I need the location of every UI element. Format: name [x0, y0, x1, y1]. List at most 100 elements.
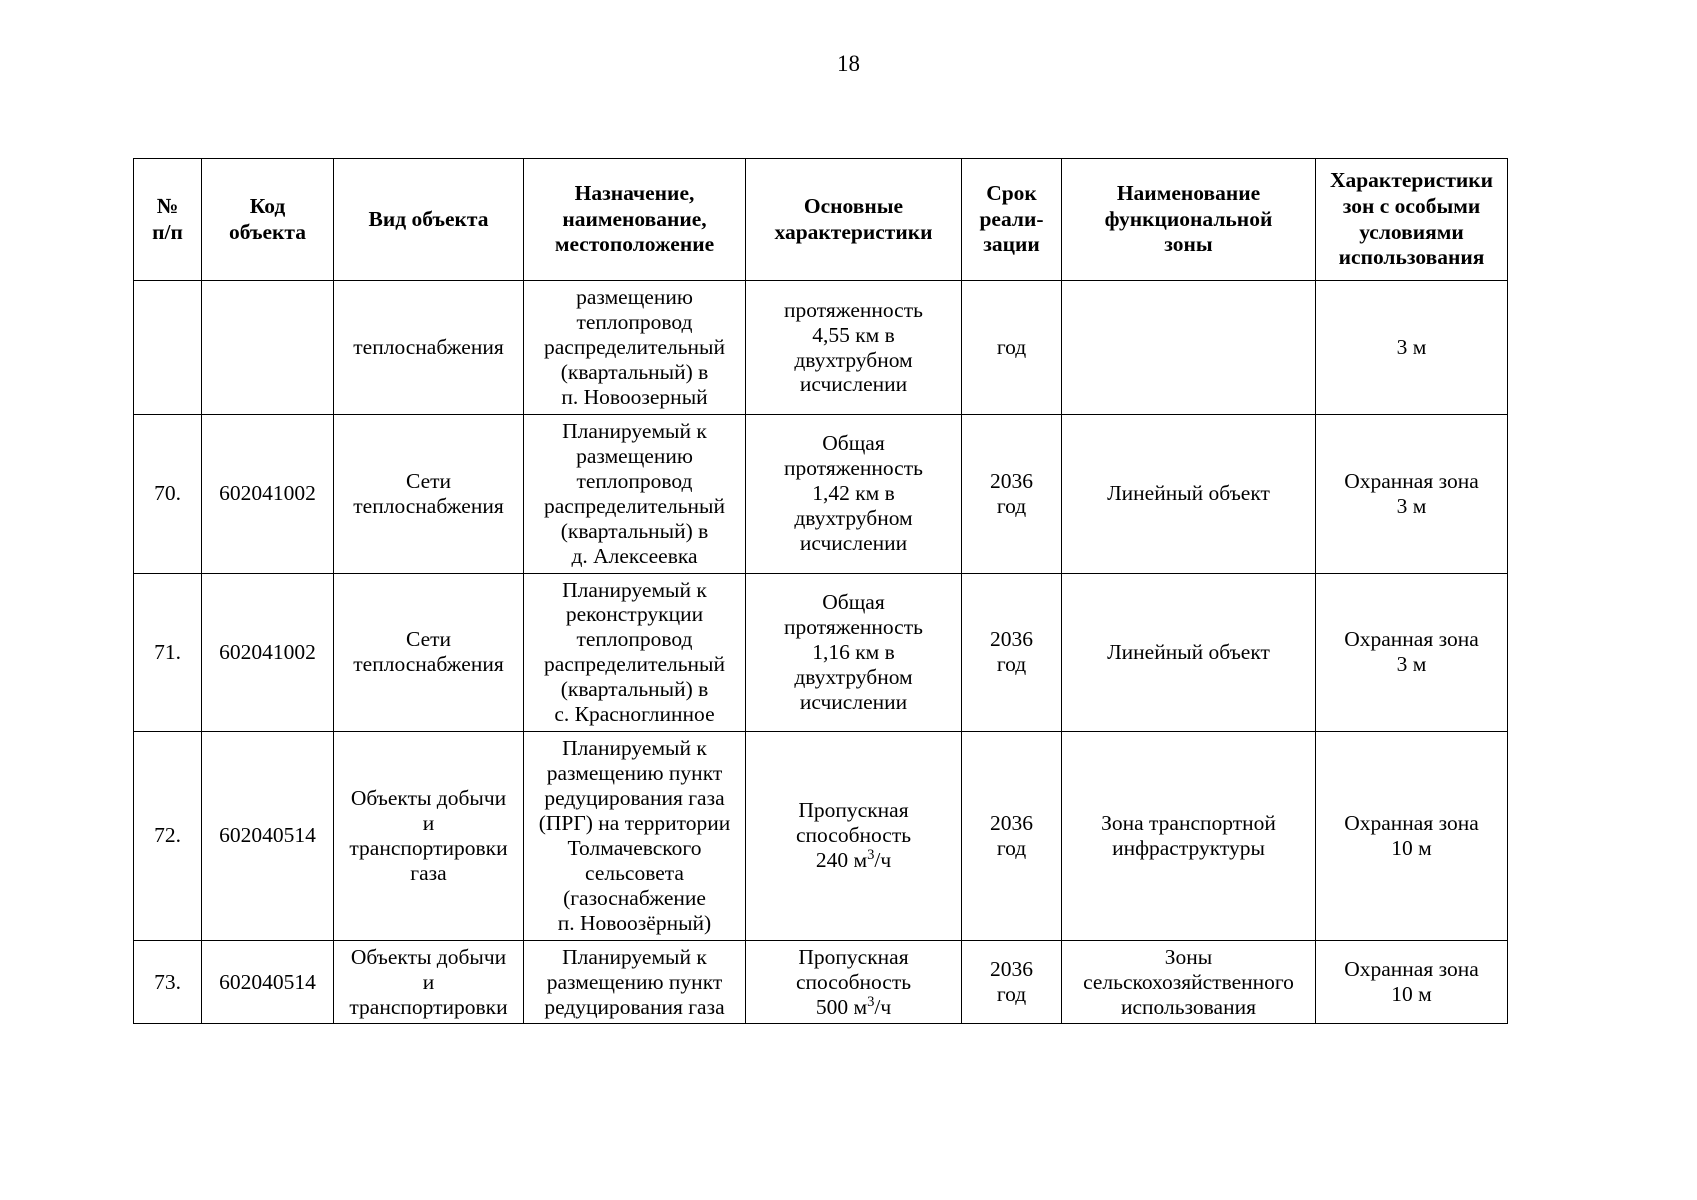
- cell-line: (квартальный) в: [560, 518, 709, 543]
- column-header-line: Код: [249, 193, 286, 218]
- table-row: 72. 602040514 Объекты добычи и транспортиров…: [133, 731, 1508, 941]
- cell-term: 2036 год: [961, 572, 1062, 733]
- cell-line: инфраструктуры: [1112, 835, 1265, 860]
- column-header-line: условиями: [1359, 219, 1464, 244]
- cell-line: протяженность: [784, 297, 923, 322]
- cell-line: Общая: [822, 589, 885, 614]
- cell-kind: Сети теплоснабжения: [333, 572, 524, 733]
- cell-line: Пропускная: [798, 944, 909, 969]
- cell-line: 2036: [990, 468, 1033, 493]
- cell-line: и: [422, 810, 435, 835]
- column-header-term: Срок реали-зации: [961, 157, 1062, 282]
- column-header-line: использования: [1338, 245, 1485, 270]
- cell-line: теплопровод: [576, 310, 693, 335]
- table-row: 70. 602041002 Сети теплоснабжения Планируемы…: [133, 413, 1508, 574]
- cell-line: 602041002: [219, 639, 316, 664]
- cell-line: исчислении: [799, 372, 908, 397]
- column-header-line: характеристики: [774, 219, 933, 244]
- cell-code: 602041002: [201, 572, 334, 733]
- cell-restriction: Охранная зона 10 м: [1315, 939, 1508, 1025]
- column-header-purpose: Назначение, наименование, местоположение: [523, 157, 746, 282]
- cell-line: 602040514: [219, 969, 316, 994]
- cell-line: сельскохозяйственного: [1083, 969, 1294, 994]
- cell-line: 72.: [154, 823, 181, 848]
- cell-line: 3 м: [1396, 652, 1427, 677]
- cell-term: год: [961, 280, 1062, 415]
- table-row: 71. 602041002 Сети теплоснабжения Планируемы…: [133, 572, 1508, 733]
- cell-line: Объекты добычи: [350, 786, 507, 810]
- cell-line: 1,42 км в: [812, 481, 895, 506]
- cell-purpose: размещению теплопровод распределительный (к…: [523, 280, 746, 415]
- cell-line: редуцирования газа: [544, 786, 725, 810]
- column-header-line: реали-: [979, 206, 1044, 231]
- cell-line: год: [996, 335, 1027, 360]
- cell-characteristics: протяженность 4,55 км в двухтрубном исчисле…: [745, 280, 962, 415]
- cell-line: размещению: [576, 285, 693, 310]
- cell-line: 3 м: [1396, 493, 1427, 518]
- cell-restriction: Охранная зона 3 м: [1315, 572, 1508, 733]
- cell-line: транспортировки: [349, 835, 508, 860]
- cell-term: 2036 год: [961, 939, 1062, 1025]
- column-header-line: функциональной: [1104, 206, 1273, 231]
- column-header-restriction: Характеристики зон с особыми условиями испо…: [1315, 157, 1508, 282]
- cell-num: [133, 280, 202, 415]
- cell-line: (квартальный) в: [560, 360, 709, 384]
- column-header-line: наименование,: [562, 206, 707, 231]
- cell-characteristics: Пропускная способность 500 м3/ч: [745, 939, 962, 1025]
- cell-line: исчислении: [799, 531, 908, 556]
- cell-line: Охранная зона: [1344, 810, 1479, 835]
- cell-line: распределительный: [544, 493, 725, 518]
- cell-zone: Зона транспортной инфраструктуры: [1061, 731, 1316, 941]
- column-header-line: зон с особыми: [1342, 193, 1481, 218]
- cell-num: 70.: [133, 413, 202, 574]
- column-header-line: Основные: [803, 193, 904, 218]
- cell-kind: Сети теплоснабжения: [333, 413, 524, 574]
- cell-kind: Объекты добычи и транспортировки: [333, 939, 524, 1025]
- cell-line: 70.: [154, 481, 181, 506]
- cell-line: теплоснабжения: [353, 652, 504, 677]
- column-header-characteristics: Основные характеристики: [745, 157, 962, 282]
- cell-purpose: Планируемый к размещению пункт редуцирован…: [523, 731, 746, 941]
- table-header: № п/п Код объекта Вид объекта Назначение, наим…: [133, 157, 1508, 282]
- cell-line: д. Алексеевка: [571, 543, 698, 568]
- cell-line: и: [422, 969, 435, 994]
- cell-line: протяженность: [784, 456, 923, 481]
- cell-line: Планируемый к: [562, 577, 707, 602]
- cell-line: способность: [795, 823, 912, 848]
- cell-line: 10 м: [1391, 835, 1432, 860]
- cell-line: способность: [795, 969, 912, 994]
- cell-line: двухтрубном: [794, 664, 913, 689]
- cell-line: Охранная зона: [1344, 627, 1479, 652]
- cell-characteristics: Общая протяженность 1,16 км в двухтрубном ис…: [745, 572, 962, 733]
- cell-restriction: 3 м: [1315, 280, 1508, 415]
- cell-zone: Зоны сельскохозяйственного использования: [1061, 939, 1316, 1025]
- cell-line: 2036: [990, 957, 1033, 982]
- cell-zone: Линейный объект: [1061, 572, 1316, 733]
- column-header-kind: Вид объекта: [333, 157, 524, 282]
- cell-num: 73.: [133, 939, 202, 1025]
- cell-line: Сети: [405, 627, 452, 652]
- cell-line: 10 м: [1391, 982, 1432, 1007]
- cell-line: Общая: [822, 431, 885, 456]
- cell-line: Линейный объект: [1107, 639, 1270, 664]
- cell-term: 2036 год: [961, 413, 1062, 574]
- cell-line: теплопровод: [576, 627, 693, 652]
- column-header-code: Код объекта: [201, 157, 334, 282]
- column-header-line: объекта: [228, 219, 306, 244]
- cell-line: 71.: [154, 639, 181, 664]
- cell-num: 71.: [133, 572, 202, 733]
- cell-characteristics: Пропускная способность 240 м3/ч: [745, 731, 962, 941]
- cell-line: теплоснабжения: [353, 335, 504, 360]
- cell-line: 2036: [990, 627, 1033, 652]
- table-header-row: № п/п Код объекта Вид объекта Назначение, наим…: [133, 157, 1508, 282]
- table-row: теплоснабжения размещению теплопровод распр…: [133, 280, 1508, 415]
- cell-restriction: Охранная зона 10 м: [1315, 731, 1508, 941]
- column-header-line: Наименование: [1116, 180, 1261, 205]
- cell-line: теплопровод: [576, 468, 693, 493]
- cell-line: год: [996, 493, 1027, 518]
- cell-line: редуцирования газа: [544, 994, 725, 1019]
- cell-line: п. Новоозерный: [561, 384, 708, 409]
- cell-line: (газоснабжение: [563, 885, 706, 910]
- cell-num: 72.: [133, 731, 202, 941]
